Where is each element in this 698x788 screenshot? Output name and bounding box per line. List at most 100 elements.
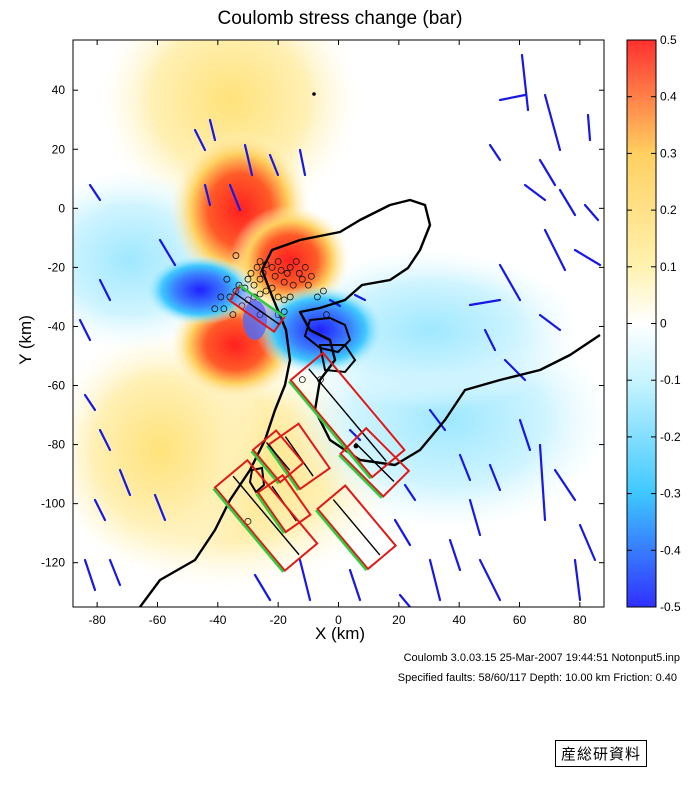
x-axis-label: X (km): [314, 624, 366, 643]
colorbar-tick-label: 0.4: [660, 90, 677, 104]
active-fault-trace: [118, 468, 132, 497]
aftershocks: [211, 252, 330, 525]
active-fault-trace: [78, 318, 92, 342]
active-fault-trace: [543, 228, 567, 272]
aftershock-point: [256, 275, 264, 283]
colorbar-axis: 0.5 0.4 0.3 0.2 0.1 0 -0.1 -0.2 -0.3 -0.4 -0.5: [627, 33, 681, 614]
y-tick-label: -100: [41, 497, 65, 511]
x-tick-label: 40: [453, 613, 467, 627]
active-fault-trace: [348, 428, 362, 442]
active-fault-trace: [158, 238, 177, 267]
active-fault-trace: [583, 203, 600, 222]
fault-rectangle: [267, 422, 332, 491]
active-fault-trace: [498, 263, 522, 302]
active-fault-trace: [523, 183, 547, 202]
chart-title: Coulomb stress change (bar): [217, 8, 463, 29]
specified-fault: [288, 351, 406, 480]
colorbar-tick-label: -0.3: [660, 487, 681, 501]
fault-rectangle: [251, 429, 305, 484]
aftershock-point: [232, 252, 240, 259]
active-fault-trace: [98, 428, 112, 452]
colorbar-tick-label: 0.5: [660, 33, 677, 47]
y-axis-label: Y (km): [16, 315, 35, 365]
fault-trace: [354, 442, 395, 483]
active-fault-trace: [83, 558, 97, 592]
colorbar-tick-label: -0.5: [660, 600, 681, 614]
x-tick-label: 80: [573, 613, 587, 627]
active-fault-trace: [153, 493, 167, 522]
active-fault-trace: [193, 128, 207, 152]
specified-fault: [212, 458, 319, 573]
active-fault-trace: [353, 293, 367, 302]
active-fault-trace: [558, 188, 577, 217]
aftershock-point: [295, 269, 303, 277]
active-fault-trace: [518, 418, 532, 452]
x-tick-label: 20: [392, 613, 406, 627]
stress-field: [73, 40, 604, 607]
active-fault-trace: [208, 118, 217, 142]
active-fault-trace: [573, 558, 582, 602]
aftershock-point: [286, 263, 294, 271]
specified-fault: [315, 484, 398, 572]
aftershock-point: [304, 281, 312, 289]
specified-fault: [250, 429, 305, 485]
aftershock-point: [262, 261, 270, 268]
x-tick-label: -80: [88, 613, 106, 627]
fault-trace: [232, 475, 300, 556]
x-tick-label: 0: [335, 613, 342, 627]
specified-fault: [266, 422, 332, 491]
fault-top-edge: [250, 450, 280, 485]
aftershock-point: [307, 272, 315, 280]
aftershock-point: [271, 272, 279, 280]
specified-fault: [338, 426, 411, 499]
active-fault-trace: [488, 463, 502, 492]
active-fault-trace: [538, 443, 547, 522]
active-fault-trace: [520, 53, 530, 112]
run-info: Coulomb 3.0.03.15 25-Mar-2007 19:44:51 N…: [403, 652, 680, 664]
active-fault-trace: [398, 593, 412, 607]
active-fault-trace: [458, 453, 472, 482]
aftershock-point: [256, 290, 264, 298]
active-fault-trace: [543, 93, 562, 152]
active-fault-trace: [578, 523, 597, 562]
colorbar-tick-label: 0.3: [660, 146, 677, 160]
aftershock-point: [292, 258, 300, 265]
fault-trace: [284, 436, 314, 477]
active-fault-trace: [538, 313, 562, 332]
aftershock-point: [298, 376, 306, 384]
active-fault-trace: [468, 498, 482, 537]
y-tick-label: -20: [48, 260, 66, 274]
active-fault-trace: [298, 558, 312, 602]
fault-top-edge: [288, 380, 372, 480]
fault-trace: [308, 368, 387, 462]
aftershock-point: [313, 293, 321, 301]
fault-rectangle: [256, 473, 312, 534]
aftershock-point: [250, 281, 258, 289]
source-fault: [228, 284, 286, 334]
source-fault-trace: [234, 292, 280, 325]
active-fault-trace: [268, 153, 280, 177]
active-fault-trace: [468, 298, 502, 307]
y-tick-label: -40: [48, 319, 66, 333]
active-fault-trace: [573, 248, 602, 267]
y-tick-label: 40: [52, 83, 66, 97]
x-tick-label: -40: [209, 613, 227, 627]
aftershock-point: [320, 287, 327, 295]
colorbar-tick-label: 0: [660, 317, 667, 331]
colorbar-tick-label: -0.1: [660, 373, 681, 387]
aist-stamp: 産総研資料: [555, 740, 648, 767]
active-fault-trace: [478, 558, 502, 602]
fault-top-edge: [315, 509, 368, 572]
aftershock-point: [274, 293, 282, 301]
active-fault-trace: [88, 183, 102, 202]
active-fault-trace: [538, 158, 557, 187]
aftershock-point: [220, 305, 228, 313]
aftershock-point: [268, 284, 276, 292]
aftershock-point: [280, 308, 288, 316]
y-axis: 40 20 0 -20 -40 -60 -80 -100 -120: [41, 83, 604, 570]
active-fault-trace: [428, 408, 447, 432]
active-fault-trace: [393, 518, 412, 547]
aftershock-point: [223, 275, 231, 283]
aftershock-point: [217, 293, 225, 301]
